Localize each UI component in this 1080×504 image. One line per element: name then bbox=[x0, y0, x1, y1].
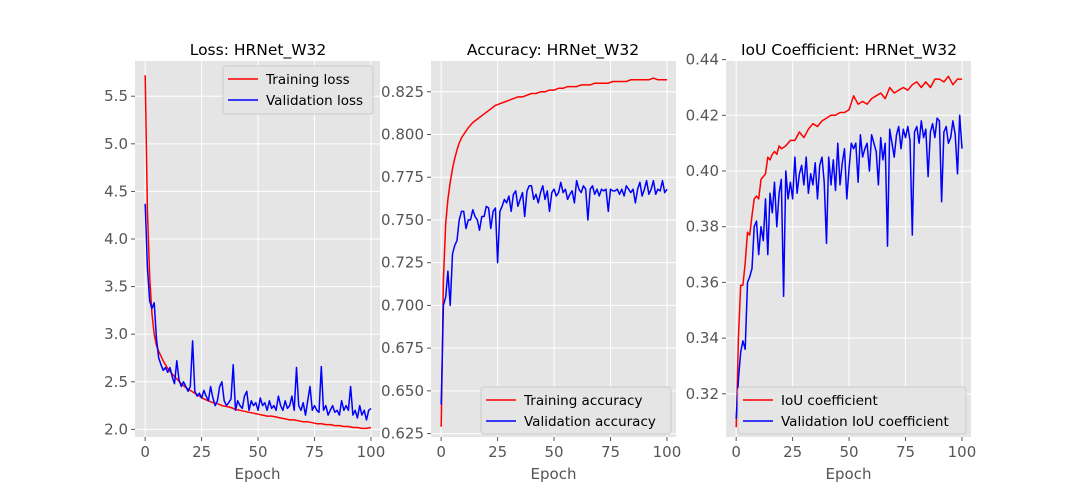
accuracy-plot-area bbox=[431, 61, 676, 437]
iou-x-axis-title: Epoch bbox=[826, 465, 872, 483]
accuracy-legend-box bbox=[480, 386, 672, 435]
accuracy-y-tick-label: 0.650 bbox=[381, 382, 424, 400]
iou-x-tick-label: 0 bbox=[731, 443, 741, 461]
accuracy-y-tick-label: 0.825 bbox=[381, 83, 424, 101]
accuracy-x-tick-label: 0 bbox=[436, 443, 446, 461]
accuracy-series-training-line bbox=[440, 77, 667, 427]
loss-plot-area bbox=[135, 61, 380, 437]
loss-x-axis-title: Epoch bbox=[235, 465, 281, 483]
accuracy-y-tick-label: 0.800 bbox=[381, 125, 424, 143]
loss-x-tick-label: 25 bbox=[192, 443, 211, 461]
loss-series-training-line bbox=[144, 75, 372, 430]
accuracy-chart: Accuracy: HRNet_W32 0 25 50 75 100 0.625 0.650… bbox=[381, 41, 681, 483]
accuracy-x-axis-title: Epoch bbox=[531, 465, 577, 483]
loss-y-tick-label: 3.5 bbox=[104, 278, 128, 296]
loss-y-tick-label: 4.5 bbox=[104, 182, 128, 200]
accuracy-x-tick-label: 25 bbox=[488, 443, 507, 461]
iou-y-tick-label: 0.34 bbox=[686, 329, 719, 347]
iou-plot-area bbox=[726, 61, 971, 437]
iou-y-tick-label: 0.38 bbox=[686, 218, 719, 236]
accuracy-legend-label: Training accuracy bbox=[523, 393, 642, 409]
accuracy-series-group bbox=[440, 77, 668, 427]
iou-y-tick-label: 0.44 bbox=[686, 51, 719, 69]
accuracy-chart-title: Accuracy: HRNet_W32 bbox=[467, 41, 639, 60]
iou-y-tick-label: 0.42 bbox=[686, 106, 719, 124]
iou-legend-label: Validation IoU coefficient bbox=[781, 414, 949, 430]
loss-y-tick-label: 5.5 bbox=[104, 87, 128, 105]
loss-x-tick-label: 75 bbox=[305, 443, 324, 461]
accuracy-x-tick-label: 75 bbox=[601, 443, 620, 461]
iou-series-training-line bbox=[735, 75, 962, 428]
iou-chart: IoU Coefficient: HRNet_W32 0 25 50 75 100 0.3… bbox=[686, 41, 977, 483]
iou-chart-title: IoU Coefficient: HRNet_W32 bbox=[741, 41, 957, 60]
loss-chart-title: Loss: HRNet_W32 bbox=[190, 41, 327, 60]
loss-legend-label: Validation loss bbox=[266, 93, 363, 109]
loss-y-tick-label: 4.0 bbox=[104, 230, 128, 248]
loss-series-group bbox=[144, 75, 372, 430]
iou-legend-label: IoU coefficient bbox=[781, 393, 878, 409]
iou-axes: 0 25 50 75 100 0.32 0.34 0.36 0.38 0.40 0.42 0.44 Ep… bbox=[686, 51, 977, 483]
accuracy-x-tick-label: 100 bbox=[653, 443, 682, 461]
iou-series-validation-line bbox=[735, 114, 963, 419]
iou-series-group bbox=[735, 75, 963, 428]
iou-x-tick-label: 25 bbox=[783, 443, 802, 461]
loss-x-tick-label: 100 bbox=[357, 443, 386, 461]
accuracy-series-validation-line bbox=[440, 179, 668, 405]
accuracy-y-tick-label: 0.625 bbox=[381, 425, 424, 443]
accuracy-legend-label: Validation accuracy bbox=[524, 414, 656, 430]
accuracy-y-tick-label: 0.775 bbox=[381, 168, 424, 186]
iou-y-tick-label: 0.40 bbox=[686, 162, 719, 180]
accuracy-y-tick-label: 0.725 bbox=[381, 254, 424, 272]
iou-y-tick-label: 0.36 bbox=[686, 273, 719, 291]
loss-y-tick-label: 5.0 bbox=[104, 135, 128, 153]
iou-x-tick-label: 50 bbox=[840, 443, 859, 461]
loss-x-tick-label: 50 bbox=[249, 443, 268, 461]
loss-chart: Loss: HRNet_W32 0 25 50 75 100 2.0 2.5 3.0 3.5 4.… bbox=[104, 41, 385, 483]
iou-y-tick-label: 0.32 bbox=[686, 385, 719, 403]
accuracy-legend: Training accuracy Validation accuracy bbox=[480, 386, 672, 435]
loss-y-tick-label: 2.5 bbox=[104, 373, 128, 391]
accuracy-x-tick-label: 50 bbox=[545, 443, 564, 461]
accuracy-y-tick-label: 0.750 bbox=[381, 211, 424, 229]
loss-y-tick-label: 2.0 bbox=[104, 420, 128, 438]
loss-legend-box bbox=[222, 65, 374, 115]
accuracy-y-tick-label: 0.675 bbox=[381, 339, 424, 357]
loss-x-tick-label: 0 bbox=[140, 443, 150, 461]
iou-x-tick-label: 75 bbox=[896, 443, 915, 461]
loss-y-tick-label: 3.0 bbox=[104, 325, 128, 343]
iou-x-tick-label: 100 bbox=[948, 443, 977, 461]
accuracy-axes: 0 25 50 75 100 0.625 0.650 0.675 0.700 0.725 0.750… bbox=[381, 83, 681, 483]
iou-legend: IoU coefficient Validation IoU coefficien… bbox=[737, 386, 967, 435]
iou-legend-box bbox=[737, 386, 967, 435]
loss-legend-label: Training loss bbox=[265, 72, 350, 88]
loss-series-validation-line bbox=[144, 203, 372, 421]
loss-legend: Training loss Validation loss bbox=[222, 65, 374, 115]
loss-axes: 0 25 50 75 100 2.0 2.5 3.0 3.5 4.0 4.5 5.0 5.5 Epoch bbox=[104, 87, 385, 483]
accuracy-y-tick-label: 0.700 bbox=[381, 296, 424, 314]
